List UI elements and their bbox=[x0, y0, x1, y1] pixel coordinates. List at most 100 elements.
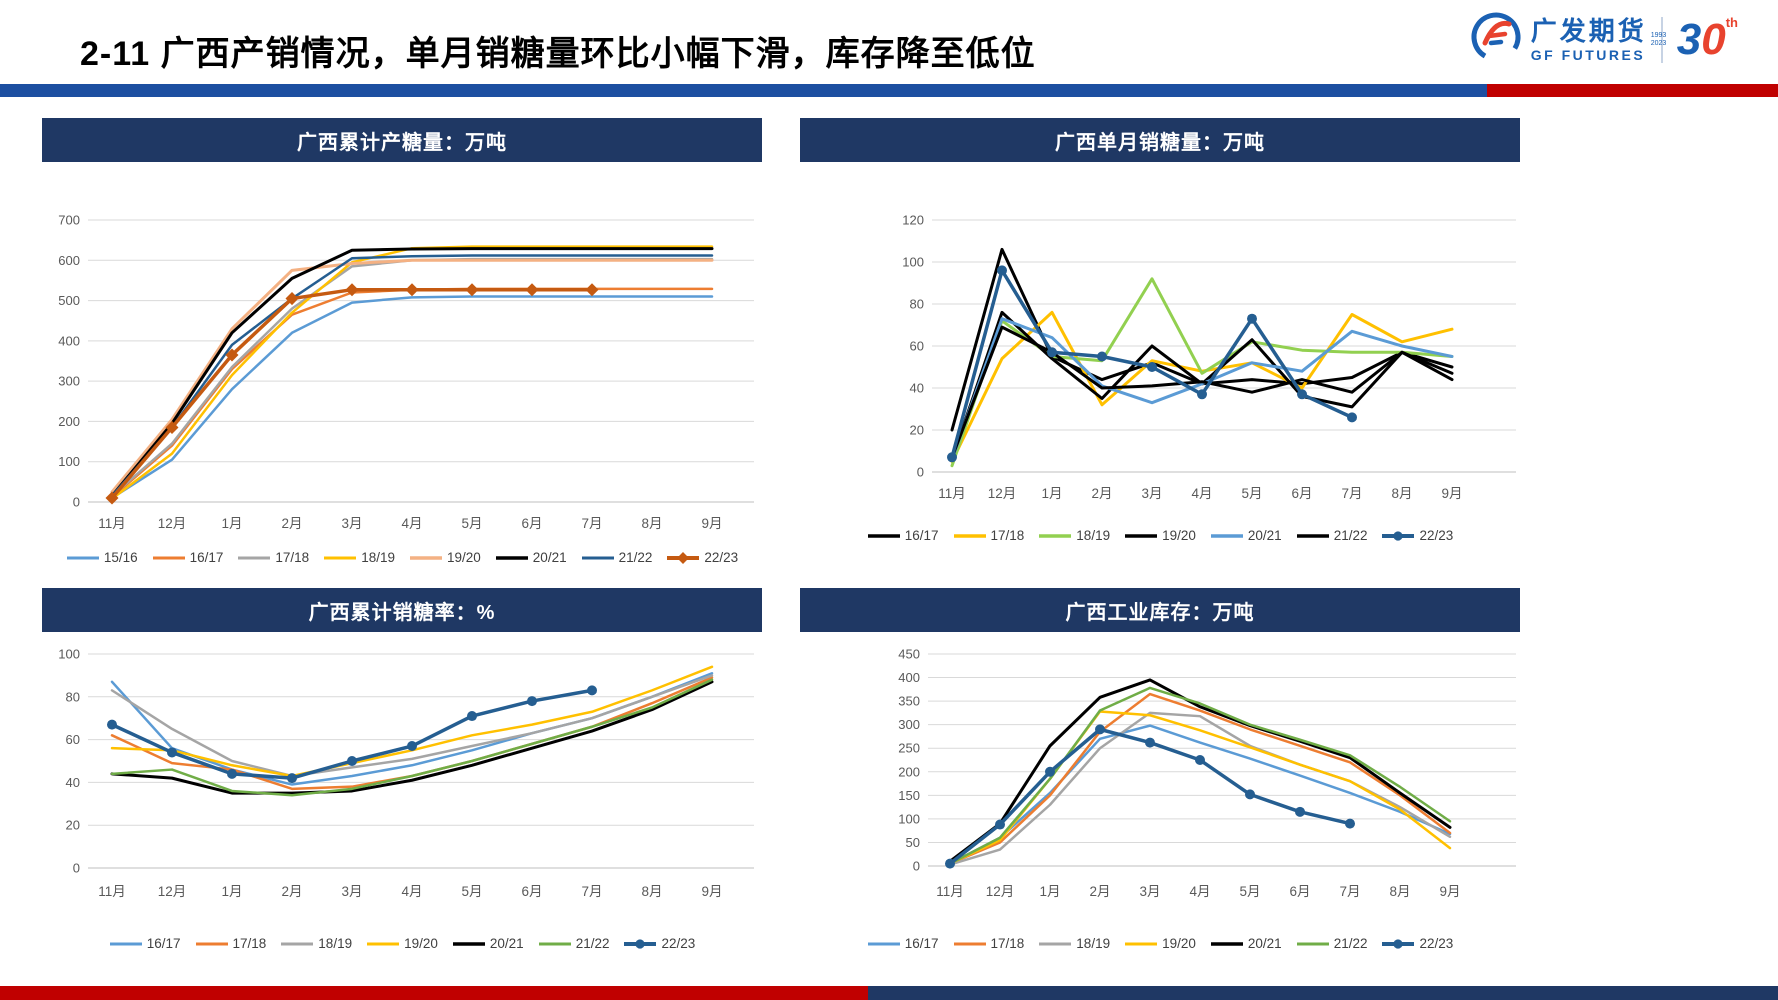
chart-title: 广西工业库存：万吨 bbox=[800, 588, 1520, 632]
series-line-19/20 bbox=[950, 310, 1454, 461]
x-tick-label: 7月 bbox=[1339, 884, 1360, 899]
chart-cumulative-sugar-production: 广西累计产糖量：万吨 0 100 200 300 400 500 600 700 11月 12月 1… bbox=[42, 118, 762, 565]
x-tick-label: 8月 bbox=[641, 884, 662, 899]
legend-label: 18/19 bbox=[318, 936, 353, 951]
legend-label: 22/23 bbox=[1419, 936, 1454, 951]
series-line-20/21 bbox=[110, 247, 714, 498]
y-tick-label: 200 bbox=[58, 414, 80, 429]
legend-label: 21/22 bbox=[1333, 936, 1368, 951]
x-tick-label: 3月 bbox=[1139, 884, 1160, 899]
series-line-22/23 bbox=[110, 287, 594, 500]
legend-item: 21/22 bbox=[538, 936, 610, 951]
chart-legend: 16/17 17/18 18/19 19/20 20/21 21/22 22/23 bbox=[800, 528, 1520, 543]
line-chart: 0 20 40 60 80 100 120 11月 12月 1月 2月 3月 4月 5月 6月 7月 8月 9月 bbox=[800, 162, 1520, 514]
footer-bar-red-segment bbox=[0, 986, 868, 1000]
line-chart: 0 20 40 60 80 100 11月 12月 1月 2月 3月 4月 5月 6月 7月 8月 9月 bbox=[42, 632, 762, 918]
legend-item: 16/17 bbox=[867, 528, 939, 543]
legend-swatch-icon bbox=[495, 555, 528, 560]
y-tick-label: 80 bbox=[910, 297, 924, 312]
x-tick-label: 4月 bbox=[401, 884, 422, 899]
legend-swatch-icon bbox=[152, 556, 185, 559]
y-tick-label: 250 bbox=[898, 741, 920, 756]
data-point-marker bbox=[527, 696, 537, 707]
legend-item: 22/23 bbox=[666, 550, 738, 565]
legend-label: 19/20 bbox=[447, 550, 481, 565]
x-tick-label: 3月 bbox=[1141, 486, 1162, 501]
y-tick-label: 0 bbox=[913, 859, 920, 874]
chart-title: 广西单月销糖量：万吨 bbox=[800, 118, 1520, 162]
x-tick-label: 6月 bbox=[1291, 486, 1312, 501]
x-tick-label: 2月 bbox=[281, 884, 302, 899]
y-tick-label: 200 bbox=[898, 764, 920, 779]
legend-label: 20/21 bbox=[532, 550, 567, 565]
legend-label: 19/20 bbox=[1162, 936, 1196, 951]
legend-item: 19/20 bbox=[366, 936, 438, 951]
x-tick-label: 3月 bbox=[341, 884, 362, 899]
x-tick-label: 9月 bbox=[1441, 486, 1462, 501]
y-tick-label: 150 bbox=[898, 788, 920, 803]
data-point-marker bbox=[105, 491, 119, 505]
gf-futures-logo: 广发期货 GF FUTURES 1993 2023 3 0 th bbox=[1469, 10, 1738, 69]
legend-item: 19/20 bbox=[1124, 936, 1196, 951]
legend-item: 20/21 bbox=[1210, 528, 1282, 543]
y-tick-label: 600 bbox=[58, 253, 80, 268]
chart-legend: 16/17 17/18 18/19 19/20 20/21 21/22 22/23 bbox=[800, 936, 1520, 951]
chart-legend: 16/17 17/18 18/19 19/20 20/21 21/22 22/23 bbox=[42, 936, 762, 951]
legend-label: 22/23 bbox=[704, 550, 739, 565]
legend-label: 17/18 bbox=[990, 528, 1025, 543]
legend-swatch-icon bbox=[1382, 938, 1415, 949]
series-line-21/22 bbox=[110, 678, 714, 797]
footer-bar-navy-segment bbox=[868, 986, 1778, 1000]
legend-label: 20/21 bbox=[1247, 528, 1282, 543]
legend-label: 15/16 bbox=[103, 550, 138, 565]
series-line-21/22 bbox=[110, 254, 714, 498]
legend-label: 20/21 bbox=[1247, 936, 1282, 951]
header-bar-red-segment bbox=[1487, 84, 1778, 97]
chart-title: 广西累计产糖量：万吨 bbox=[42, 118, 762, 162]
x-tick-label: 9月 bbox=[1439, 884, 1460, 899]
data-point-marker bbox=[465, 283, 479, 297]
legend-label: 21/22 bbox=[575, 936, 610, 951]
legend-label: 16/17 bbox=[189, 550, 224, 565]
legend-swatch-icon bbox=[281, 942, 314, 945]
x-tick-label: 2月 bbox=[1091, 486, 1112, 501]
legend-swatch-icon bbox=[867, 942, 900, 945]
logo-cn: 广发期货 bbox=[1530, 15, 1647, 46]
data-point-marker bbox=[167, 747, 177, 758]
line-chart-canvas: 0 20 40 60 80 100 11月 12月 1月 2月 3月 4月 5月 6月 7月 8月 9月 bbox=[58, 647, 754, 899]
legend-label: 18/19 bbox=[1076, 528, 1111, 543]
legend-item: 20/21 bbox=[495, 550, 567, 565]
legend-item: 19/20 bbox=[1124, 528, 1196, 543]
legend-label: 19/20 bbox=[404, 936, 438, 951]
x-tick-label: 8月 bbox=[641, 516, 662, 531]
y-tick-label: 60 bbox=[910, 339, 924, 354]
y-tick-label: 400 bbox=[58, 333, 80, 348]
legend-swatch-icon bbox=[66, 556, 99, 559]
series-line-21/22 bbox=[950, 325, 1454, 459]
legend-swatch-icon bbox=[238, 556, 271, 559]
line-chart-canvas: 0 20 40 60 80 100 120 11月 12月 1月 2月 3月 4月 5月 6月 7月 8月 9月 bbox=[902, 213, 1516, 501]
data-point-marker bbox=[945, 858, 955, 869]
data-point-marker bbox=[1097, 351, 1107, 362]
y-tick-label: 50 bbox=[906, 835, 920, 850]
anniversary-3: 3 bbox=[1676, 14, 1702, 64]
chart-legend: 15/16 16/17 17/18 18/19 19/20 20/21 21/22 22/23 bbox=[42, 550, 762, 565]
data-point-marker bbox=[525, 283, 539, 297]
x-tick-label: 8月 bbox=[1391, 486, 1412, 501]
y-tick-label: 300 bbox=[898, 717, 920, 732]
legend-item: 22/23 bbox=[623, 936, 695, 951]
anniversary-th: th bbox=[1725, 14, 1738, 30]
data-point-marker bbox=[1147, 362, 1157, 372]
x-tick-label: 5月 bbox=[1241, 486, 1262, 501]
legend-item: 21/22 bbox=[1296, 528, 1367, 543]
legend-label: 16/17 bbox=[146, 936, 181, 951]
x-tick-label: 12月 bbox=[158, 884, 187, 899]
data-point-marker bbox=[285, 292, 299, 306]
series-line-22/23 bbox=[948, 727, 1352, 866]
y-tick-label: 20 bbox=[910, 423, 924, 438]
x-tick-label: 6月 bbox=[521, 516, 542, 531]
data-point-marker bbox=[995, 819, 1005, 830]
x-tick-label: 11月 bbox=[938, 486, 966, 501]
legend-swatch-icon bbox=[367, 942, 400, 945]
